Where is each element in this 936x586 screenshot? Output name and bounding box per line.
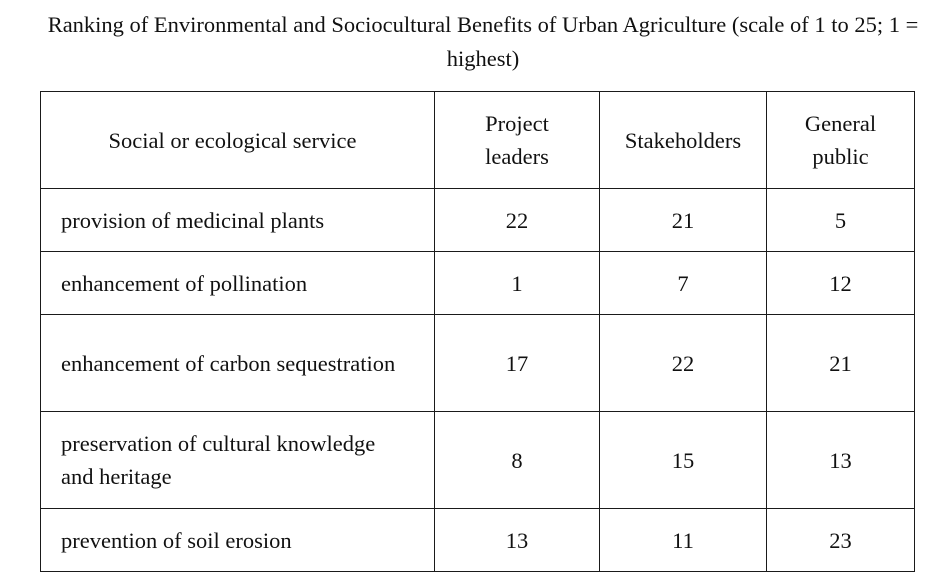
cell-project-leaders: 13 [434,508,600,572]
ranking-table: Social or ecological service Project lea… [40,91,915,572]
cell-stakeholders: 7 [599,251,767,315]
column-header-general-public: General public [766,91,915,189]
table-title: Ranking of Environmental and Sociocultur… [47,12,919,71]
cell-project-leaders: 1 [434,251,600,315]
cell-stakeholders: 21 [599,188,767,252]
cell-project-leaders: 8 [434,411,600,509]
table-row: provision of medicinal plants 22 21 5 [40,188,915,252]
cell-service: provision of medicinal plants [40,188,435,252]
cell-service: preservation of cultural knowledge and h… [40,411,435,509]
column-header-stakeholders: Stakeholders [599,91,767,189]
column-header-service: Social or ecological service [40,91,435,189]
cell-service: enhancement of carbon sequestration [40,314,435,412]
cell-service: prevention of soil erosion [40,508,435,572]
cell-general-public: 13 [766,411,915,509]
cell-project-leaders: 17 [434,314,600,412]
column-header-general-public-label: General public [804,111,877,169]
cell-general-public: 12 [766,251,915,315]
cell-stakeholders: 11 [599,508,767,572]
table-row: preservation of cultural knowledge and h… [40,411,915,509]
table-header-row: Social or ecological service Project lea… [40,91,915,189]
table-row: enhancement of pollination 1 7 12 [40,251,915,315]
cell-general-public: 21 [766,314,915,412]
cell-general-public: 5 [766,188,915,252]
table-row: prevention of soil erosion 13 11 23 [40,508,915,572]
table-row: enhancement of carbon sequestration 17 2… [40,314,915,412]
cell-stakeholders: 22 [599,314,767,412]
cell-service: enhancement of pollination [40,251,435,315]
cell-stakeholders: 15 [599,411,767,509]
cell-project-leaders: 22 [434,188,600,252]
cell-general-public: 23 [766,508,915,572]
column-header-project-leaders-label: Project leaders [485,111,549,169]
column-header-project-leaders: Project leaders [434,91,600,189]
